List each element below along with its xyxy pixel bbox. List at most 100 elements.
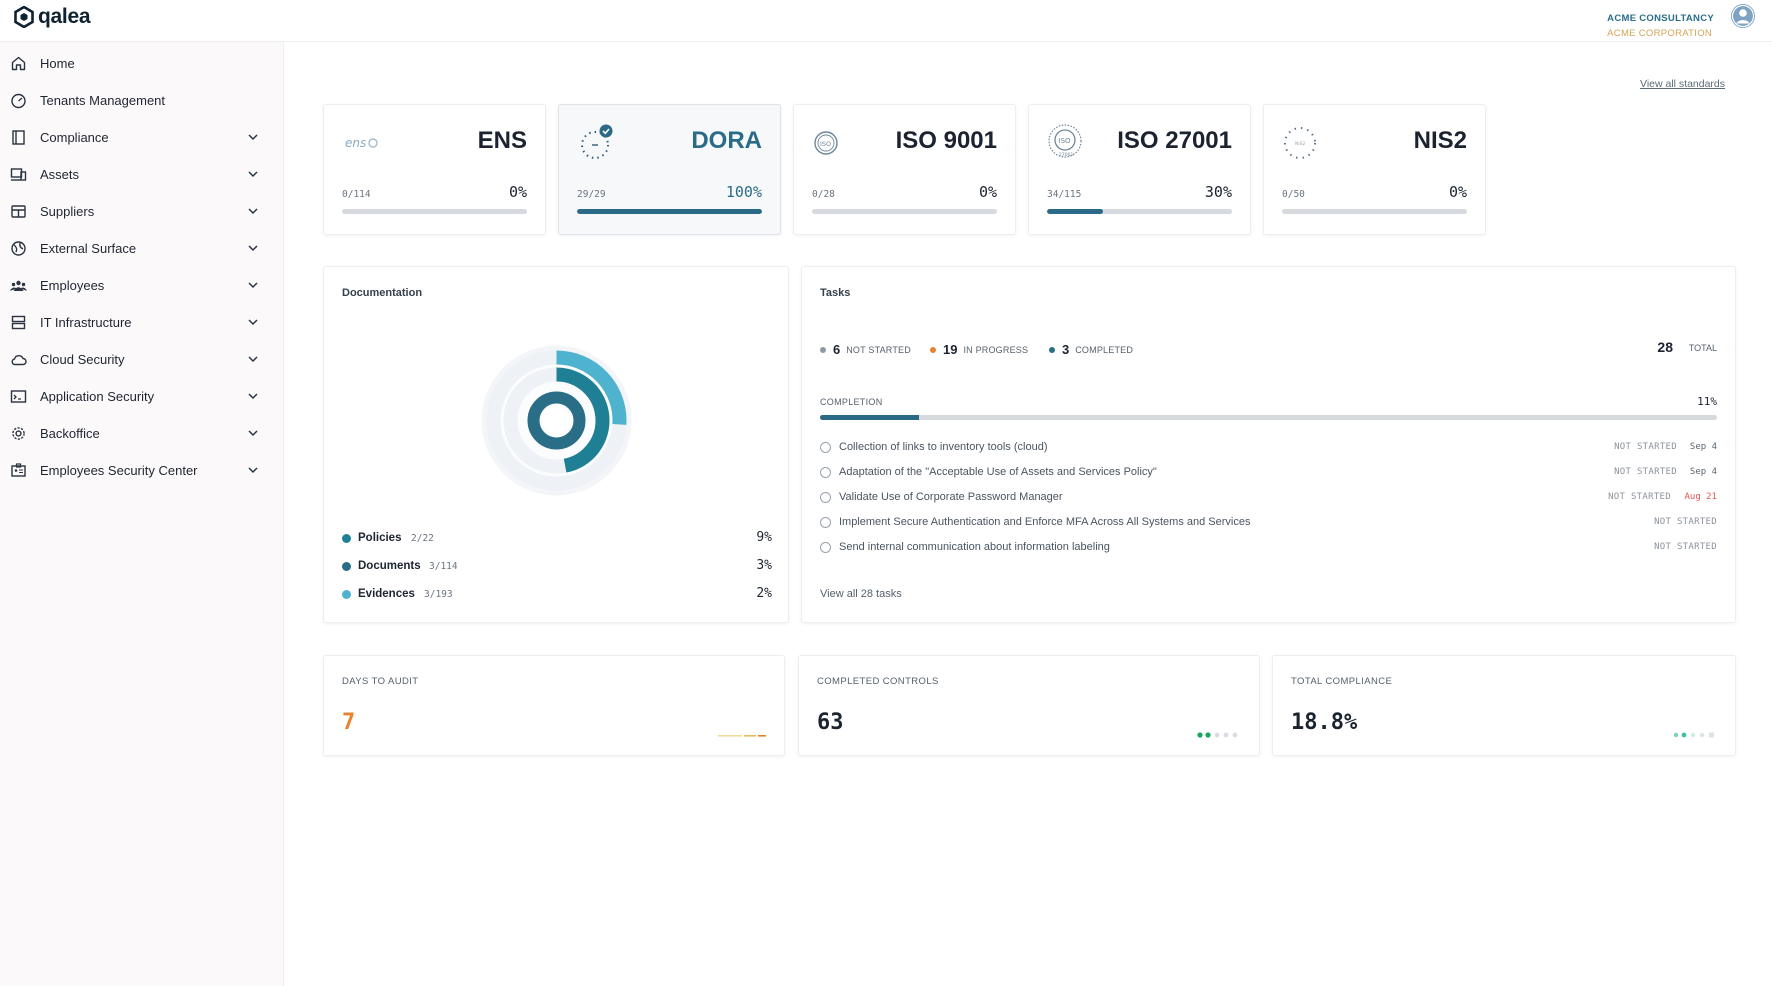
sparkline-dots-icon <box>1673 732 1714 738</box>
terminal-icon <box>10 390 27 403</box>
sidebar-item-employees-security-center[interactable]: Employees Security Center <box>0 455 284 485</box>
task-checkbox[interactable] <box>820 542 831 553</box>
radial-ring-track <box>527 391 586 450</box>
task-row[interactable]: Send internal communication about inform… <box>820 539 1717 557</box>
standard-card-ens[interactable]: ens ENS 0/114 0% <box>323 104 546 235</box>
standard-progress-bar <box>812 209 997 214</box>
standard-name: DORA <box>691 127 762 154</box>
brand-name: qalea <box>38 5 91 28</box>
brand-logo[interactable]: qalea <box>14 5 91 29</box>
standard-card-iso-27001[interactable]: ISO 27001 ISO 27001 34/115 30% <box>1028 104 1251 235</box>
home-icon <box>11 56 26 71</box>
book-icon <box>12 130 25 145</box>
task-checkbox[interactable] <box>820 517 831 528</box>
standard-percent: 100% <box>725 183 762 201</box>
task-title: Send internal communication about inform… <box>839 541 1110 553</box>
standard-card-nis2[interactable]: NIS2 NIS2 0/50 0% <box>1263 104 1486 235</box>
kpi-label: TOTAL COMPLIANCE <box>1291 676 1393 687</box>
sidebar-item-assets[interactable]: Assets <box>0 159 284 189</box>
gear-icon <box>12 427 25 440</box>
standard-count: 34/115 <box>1047 189 1082 200</box>
legend-row-evidences[interactable]: Evidences 3/193 2% <box>342 585 772 603</box>
legend-label: Documents <box>358 560 421 572</box>
completion-percent: 11% <box>1697 395 1717 408</box>
chevron-down-icon <box>248 245 258 252</box>
sidebar-item-label: Cloud Security <box>40 352 125 367</box>
chevron-down-icon <box>248 208 258 215</box>
legend-percent: 9% <box>756 530 772 545</box>
sidebar-item-home[interactable]: Home <box>0 48 284 78</box>
standard-card-iso-9001[interactable]: ISO ISO 9001 0/28 0% <box>793 104 1016 235</box>
tasks-total-number: 28 <box>1657 339 1673 355</box>
task-row[interactable]: Collection of links to inventory tools (… <box>820 439 1717 457</box>
task-checkbox[interactable] <box>820 467 831 478</box>
legend-row-documents[interactable]: Documents 3/114 3% <box>342 557 772 575</box>
sidebar-item-external-surface[interactable]: External Surface <box>0 233 284 263</box>
sidebar-item-it-infrastructure[interactable]: IT Infrastructure <box>0 307 284 337</box>
iso-logo-icon: ISO <box>814 131 838 155</box>
sidebar-item-label: Assets <box>40 167 80 182</box>
legend-count: 3/193 <box>424 589 453 600</box>
tasks-total-label: TOTAL <box>1688 343 1717 353</box>
task-title: Adaptation of the "Acceptable Use of Ass… <box>839 466 1157 478</box>
task-checkbox[interactable] <box>820 442 831 453</box>
task-row[interactable]: Implement Secure Authentication and Enfo… <box>820 514 1717 532</box>
legend-row-policies[interactable]: Policies 2/22 9% <box>342 529 772 547</box>
gauge-icon <box>11 93 26 109</box>
store-icon <box>11 205 26 218</box>
stat-label: IN PROGRESS <box>963 344 1029 355</box>
completion-progress-fill <box>820 415 919 420</box>
svg-text:NIS2: NIS2 <box>1295 141 1306 147</box>
stat-label: COMPLETED <box>1075 344 1134 355</box>
user-avatar-icon[interactable] <box>1730 3 1756 29</box>
radial-ring-arc-policies <box>556 367 610 473</box>
standard-progress-bar <box>1282 209 1467 214</box>
task-due-date: Sep 4 <box>1689 467 1717 477</box>
svg-text:ISO: ISO <box>1059 137 1072 145</box>
sidebar-item-employees[interactable]: Employees <box>0 270 284 300</box>
sidebar-item-suppliers[interactable]: Suppliers <box>0 196 284 226</box>
sidebar-item-label: IT Infrastructure <box>40 315 132 330</box>
sidebar-item-label: Suppliers <box>40 204 95 219</box>
standard-progress-bar <box>577 209 762 214</box>
sidebar: Home Tenants Management Compliance Asset… <box>0 42 284 986</box>
standard-card-dora[interactable]: DORA 29/29 100% <box>558 104 781 235</box>
chevron-down-icon <box>248 356 258 363</box>
globe-icon <box>11 241 26 256</box>
kpi-value: 63 <box>817 710 844 735</box>
task-checkbox[interactable] <box>820 492 831 503</box>
tasks-title: Tasks <box>820 287 851 299</box>
task-row[interactable]: Adaptation of the "Acceptable Use of Ass… <box>820 464 1717 482</box>
radial-chart-center <box>542 406 571 435</box>
sidebar-item-backoffice[interactable]: Backoffice <box>0 418 284 448</box>
task-title: Collection of links to inventory tools (… <box>839 441 1048 453</box>
stat-not-started: 6 NOT STARTED <box>820 342 911 357</box>
sidebar-item-label: External Surface <box>40 241 137 256</box>
kpi-label: COMPLETED CONTROLS <box>817 676 939 687</box>
task-status: NOT STARTED <box>1654 517 1717 527</box>
documentation-radial-chart <box>481 345 632 496</box>
stat-number: 6 <box>833 342 841 357</box>
standard-percent: 30% <box>1204 183 1232 201</box>
sidebar-item-tenants-management[interactable]: Tenants Management <box>0 85 284 115</box>
top-bar: qalea ACME CONSULTANCY ACME CORPORATION <box>0 0 1772 42</box>
view-all-standards-link[interactable]: View all standards <box>1640 78 1726 90</box>
sidebar-item-label: Compliance <box>40 130 109 145</box>
tasks-panel: Tasks 6 NOT STARTED 19 IN PROGRESS 3 COM… <box>801 266 1736 623</box>
status-dot <box>820 346 826 353</box>
chevron-down-icon <box>248 171 258 178</box>
sidebar-item-label: Tenants Management <box>40 93 166 108</box>
sidebar-item-cloud-security[interactable]: Cloud Security <box>0 344 284 374</box>
documentation-title: Documentation <box>342 287 423 299</box>
task-row[interactable]: Validate Use of Corporate Password Manag… <box>820 489 1717 507</box>
org-switcher[interactable]: ACME CONSULTANCY ACME CORPORATION <box>1607 13 1714 39</box>
view-all-tasks-link[interactable]: View all 28 tasks <box>820 588 902 600</box>
kpi-value: 7 <box>342 710 356 735</box>
legend-count: 3/114 <box>429 561 458 572</box>
task-due-date: Sep 4 <box>1689 442 1717 452</box>
task-title: Implement Secure Authentication and Enfo… <box>839 516 1251 528</box>
sidebar-item-compliance[interactable]: Compliance <box>0 122 284 152</box>
dora-logo-icon <box>581 124 613 159</box>
stat-label: NOT STARTED <box>846 344 911 355</box>
sidebar-item-application-security[interactable]: Application Security <box>0 381 284 411</box>
